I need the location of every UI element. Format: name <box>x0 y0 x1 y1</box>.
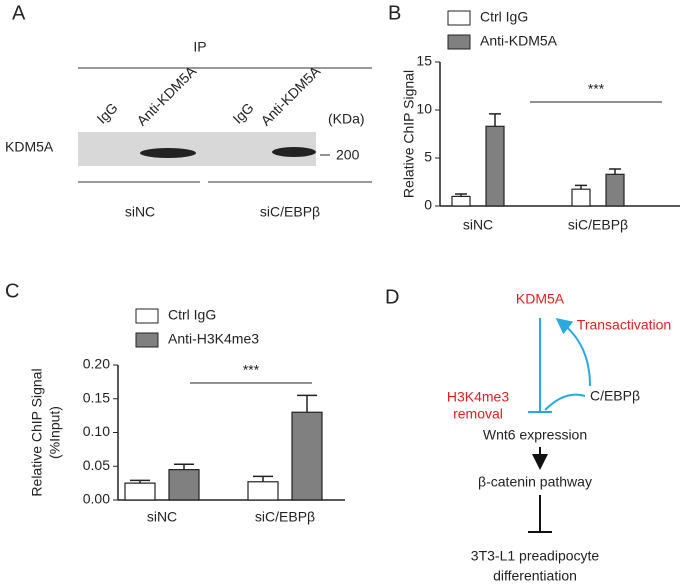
y-axis-label: Relative ChIP Signal <box>401 70 417 198</box>
error-bar <box>174 463 194 470</box>
node-kdm5a: KDM5A <box>516 291 565 307</box>
y-tick-label: 0.00 <box>83 491 110 507</box>
legend-label: Anti-H3K4me3 <box>168 331 259 347</box>
error-bar <box>609 168 621 175</box>
x-tick-label: siC/EBPβ <box>568 217 628 233</box>
marker-label: 200 <box>336 147 360 163</box>
node-cebp: C/EBPβ <box>590 388 640 404</box>
legend-swatch <box>447 34 471 50</box>
y-axis-label: Relative ChIP Signal <box>29 368 45 496</box>
error-bar <box>489 113 501 127</box>
y-tick-label: 0.20 <box>83 356 110 372</box>
band <box>140 148 196 158</box>
y-tick-label: 0.15 <box>83 389 110 405</box>
bar <box>247 481 279 501</box>
node-catenin: β-catenin pathway <box>478 474 592 490</box>
bar <box>571 188 591 207</box>
node-outcome: 3T3-L1 preadipocyte <box>471 548 600 564</box>
panel-label: C <box>5 280 19 302</box>
lane-label: IgG <box>229 99 256 126</box>
error-bar <box>297 394 317 413</box>
node-wnt6: Wnt6 expression <box>483 427 587 443</box>
edge-label: Transactivation <box>577 317 671 333</box>
significance-label: *** <box>588 81 605 97</box>
edge <box>544 393 586 411</box>
x-tick-label: siNC <box>463 217 493 233</box>
bar <box>605 173 625 207</box>
y-tick-label: 0 <box>424 197 432 213</box>
legend-swatch <box>135 308 159 324</box>
protein-label: KDM5A <box>5 139 54 155</box>
y-tick-label: 15 <box>416 53 432 69</box>
error-bar <box>575 184 587 190</box>
legend-swatch <box>135 332 159 348</box>
y-tick-label: 5 <box>424 149 432 165</box>
band <box>272 147 316 157</box>
error-bar <box>455 193 467 197</box>
error-bar <box>253 475 273 482</box>
panel-label: A <box>12 2 26 24</box>
group-label: siC/EBPβ <box>260 204 320 220</box>
activate-edge <box>555 318 591 387</box>
legend-label: Anti-KDM5A <box>480 33 558 49</box>
legend-label: Ctrl IgG <box>480 9 528 25</box>
group-label: siNC <box>125 204 155 220</box>
edge-label: H3K4me3 <box>447 389 509 405</box>
panel-label: D <box>385 286 399 308</box>
error-bar <box>130 479 150 484</box>
significance-label: *** <box>243 362 260 378</box>
node-outcome: differentiation <box>493 568 577 584</box>
lane-label: Anti-KDM5A <box>133 62 199 128</box>
y-tick-label: 10 <box>416 101 432 117</box>
lane-label: Anti-KDM5A <box>257 62 323 128</box>
edge-label: removal <box>453 406 503 422</box>
bar <box>451 195 471 207</box>
unit-label: (KDa) <box>328 111 365 127</box>
x-tick-label: siC/EBPβ <box>255 509 315 525</box>
y-axis-label: (%Input) <box>47 406 63 459</box>
y-tick-label: 0.05 <box>83 457 110 473</box>
bar <box>485 125 505 207</box>
panel-label: B <box>388 2 401 24</box>
legend-swatch <box>447 10 471 26</box>
bar <box>124 482 156 501</box>
ip-header: IP <box>193 39 206 55</box>
y-tick-label: 0.10 <box>83 423 110 439</box>
blot <box>78 132 316 166</box>
legend-label: Ctrl IgG <box>168 307 216 323</box>
bar <box>168 469 200 501</box>
lane-label: IgG <box>93 99 120 126</box>
x-tick-label: siNC <box>147 509 177 525</box>
bar <box>291 411 323 501</box>
